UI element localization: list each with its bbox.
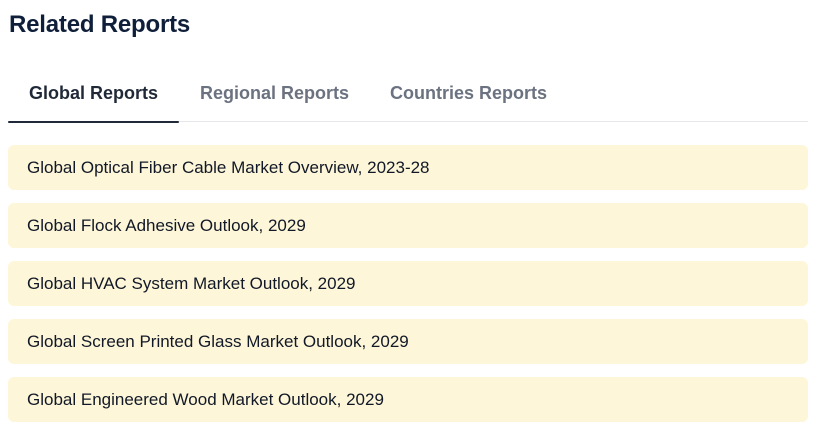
report-item-optical-fiber-cable[interactable]: Global Optical Fiber Cable Market Overvi… [8, 145, 808, 190]
report-list: Global Optical Fiber Cable Market Overvi… [8, 145, 808, 433]
report-item-hvac-system[interactable]: Global HVAC System Market Outlook, 2029 [8, 261, 808, 306]
report-item-flock-adhesive[interactable]: Global Flock Adhesive Outlook, 2029 [8, 203, 808, 248]
tab-countries-reports[interactable]: Countries Reports [390, 83, 548, 103]
page-title: Related Reports [9, 11, 191, 38]
tab-regional-reports[interactable]: Regional Reports [200, 83, 350, 103]
report-item-screen-printed-glass[interactable]: Global Screen Printed Glass Market Outlo… [8, 319, 808, 364]
report-item-engineered-wood[interactable]: Global Engineered Wood Market Outlook, 2… [8, 377, 808, 422]
report-tabs: Global Reports Regional Reports Countrie… [8, 66, 808, 123]
tab-global-reports[interactable]: Global Reports [8, 66, 179, 123]
